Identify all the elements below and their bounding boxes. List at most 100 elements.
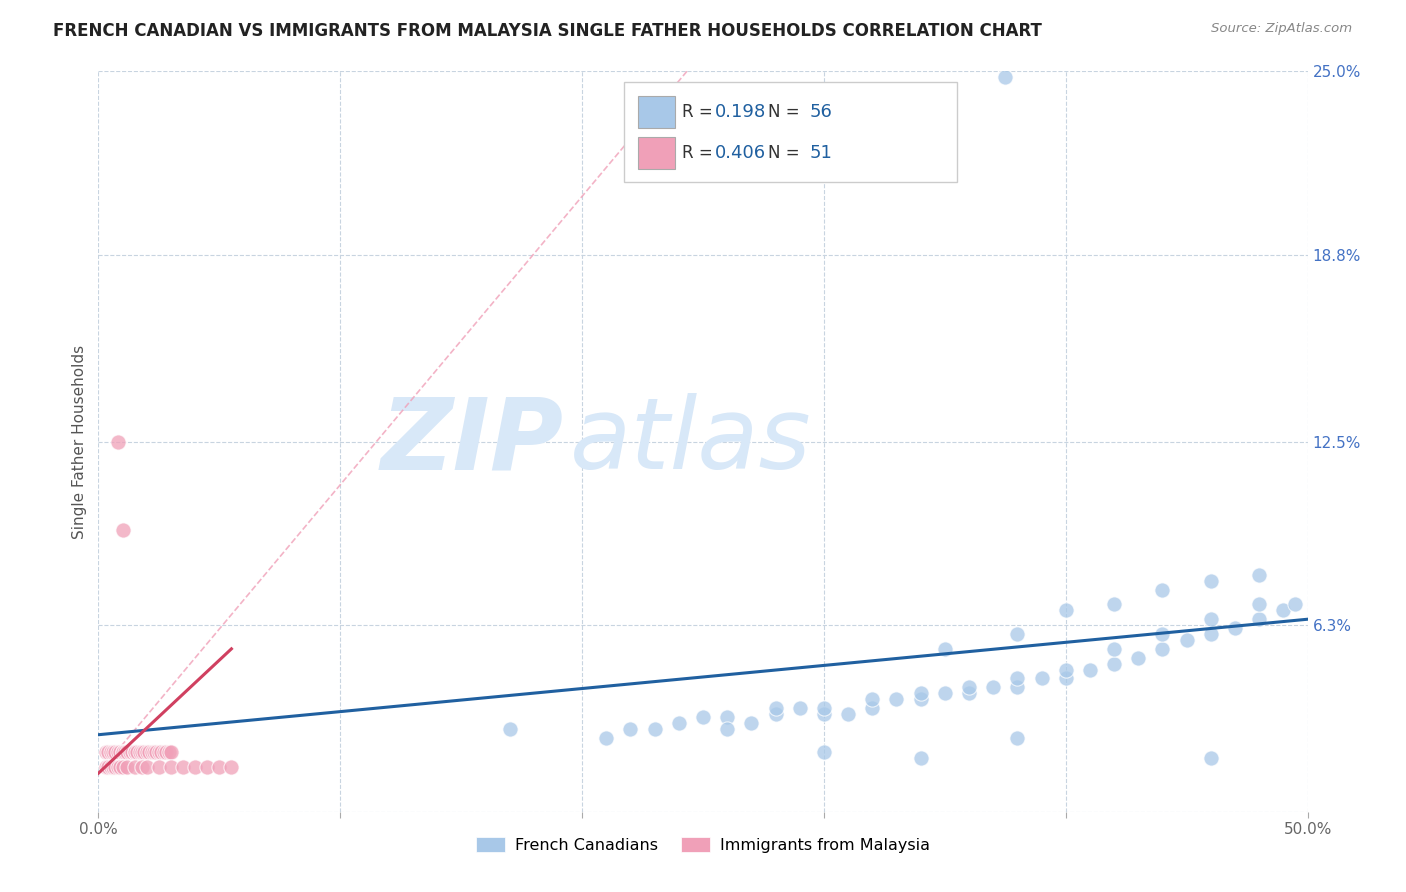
Point bbox=[124, 746, 146, 760]
Y-axis label: Single Father Households: Single Father Households bbox=[72, 344, 87, 539]
Point bbox=[221, 760, 243, 774]
Point bbox=[813, 706, 835, 721]
Point bbox=[1102, 641, 1125, 656]
Point bbox=[1078, 663, 1101, 677]
Point bbox=[135, 760, 157, 774]
Point bbox=[789, 701, 811, 715]
Point bbox=[1007, 627, 1029, 641]
Point bbox=[107, 760, 129, 774]
Point bbox=[740, 715, 762, 730]
Point bbox=[141, 746, 163, 760]
Point bbox=[595, 731, 617, 745]
Point bbox=[150, 746, 173, 760]
Point bbox=[135, 746, 157, 760]
Point bbox=[160, 746, 183, 760]
Point bbox=[184, 760, 207, 774]
Text: Source: ZipAtlas.com: Source: ZipAtlas.com bbox=[1212, 22, 1353, 36]
Point bbox=[1054, 603, 1077, 617]
Point bbox=[1128, 650, 1150, 665]
Point bbox=[131, 746, 153, 760]
Point bbox=[860, 692, 883, 706]
Point bbox=[100, 760, 122, 774]
Point bbox=[127, 746, 149, 760]
Point bbox=[148, 746, 170, 760]
Point bbox=[1007, 672, 1029, 686]
Point bbox=[1152, 582, 1174, 597]
Text: ZIP: ZIP bbox=[381, 393, 564, 490]
Point bbox=[619, 722, 641, 736]
Point bbox=[765, 706, 787, 721]
Text: N =: N = bbox=[768, 144, 806, 161]
Point bbox=[1152, 641, 1174, 656]
Point bbox=[910, 751, 932, 765]
Point bbox=[160, 760, 183, 774]
Point bbox=[143, 746, 166, 760]
Point bbox=[1054, 672, 1077, 686]
Point bbox=[1199, 627, 1222, 641]
Text: R =: R = bbox=[682, 144, 717, 161]
Point bbox=[1199, 612, 1222, 626]
Point bbox=[114, 746, 136, 760]
Point bbox=[1175, 632, 1198, 647]
Point bbox=[145, 746, 167, 760]
Point bbox=[1007, 681, 1029, 695]
Point bbox=[644, 722, 666, 736]
Point bbox=[1272, 603, 1295, 617]
Point bbox=[1199, 751, 1222, 765]
Point bbox=[1249, 567, 1271, 582]
Text: 56: 56 bbox=[810, 103, 832, 121]
Point bbox=[111, 524, 134, 538]
Point bbox=[157, 746, 180, 760]
Point bbox=[957, 686, 980, 700]
Point bbox=[94, 746, 117, 760]
Point bbox=[1152, 627, 1174, 641]
Point bbox=[1102, 657, 1125, 671]
Point bbox=[1223, 621, 1246, 635]
Point bbox=[994, 70, 1017, 85]
Point bbox=[1199, 574, 1222, 588]
Point bbox=[152, 746, 174, 760]
Point bbox=[692, 710, 714, 724]
Point bbox=[131, 760, 153, 774]
FancyBboxPatch shape bbox=[638, 137, 675, 169]
Text: atlas: atlas bbox=[569, 393, 811, 490]
Point bbox=[934, 686, 956, 700]
Point bbox=[128, 746, 150, 760]
Point bbox=[111, 746, 134, 760]
Point bbox=[124, 746, 146, 760]
Text: N =: N = bbox=[768, 103, 806, 121]
Point bbox=[668, 715, 690, 730]
Point bbox=[208, 760, 231, 774]
Point bbox=[108, 760, 131, 774]
Point bbox=[813, 746, 835, 760]
Point bbox=[813, 701, 835, 715]
Point bbox=[104, 746, 127, 760]
Point bbox=[1284, 598, 1306, 612]
Text: 0.198: 0.198 bbox=[716, 103, 766, 121]
Point bbox=[860, 701, 883, 715]
Point bbox=[910, 686, 932, 700]
Point bbox=[101, 760, 124, 774]
Point bbox=[97, 760, 120, 774]
Point bbox=[172, 760, 194, 774]
Text: FRENCH CANADIAN VS IMMIGRANTS FROM MALAYSIA SINGLE FATHER HOUSEHOLDS CORRELATION: FRENCH CANADIAN VS IMMIGRANTS FROM MALAY… bbox=[53, 22, 1042, 40]
Point bbox=[97, 746, 120, 760]
Point bbox=[124, 760, 146, 774]
Point bbox=[111, 760, 134, 774]
Point bbox=[121, 746, 143, 760]
Point bbox=[107, 434, 129, 449]
Point bbox=[957, 681, 980, 695]
Point bbox=[1054, 663, 1077, 677]
Point bbox=[155, 746, 177, 760]
Point bbox=[101, 746, 124, 760]
Point bbox=[1249, 598, 1271, 612]
Point bbox=[94, 760, 117, 774]
Point bbox=[1031, 672, 1053, 686]
Point bbox=[886, 692, 908, 706]
Point bbox=[111, 746, 134, 760]
Point bbox=[934, 641, 956, 656]
Point bbox=[1007, 731, 1029, 745]
Point bbox=[716, 710, 738, 724]
Point bbox=[716, 722, 738, 736]
Point bbox=[117, 760, 139, 774]
